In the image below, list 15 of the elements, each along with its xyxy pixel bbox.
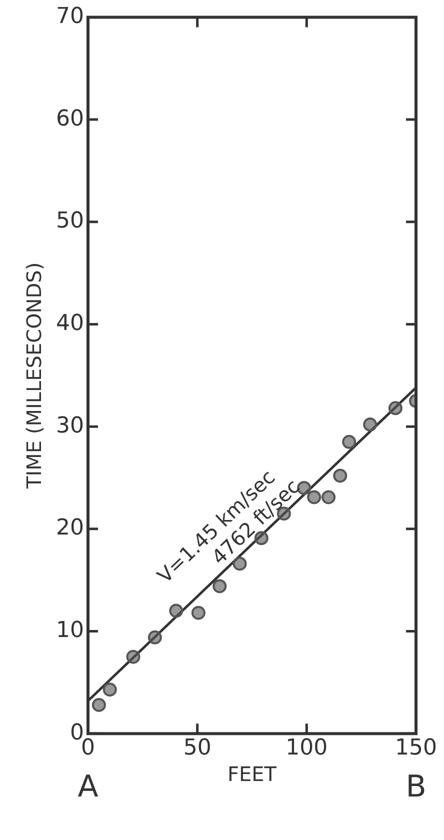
x-tick-label: 100 [286, 736, 328, 761]
y-tick-label: 30 [56, 413, 84, 438]
y-tick-label: 70 [56, 4, 84, 29]
text: B [406, 769, 426, 804]
x-axis-title: FEET [227, 762, 278, 786]
y-tick-label: 20 [56, 516, 84, 541]
y-axis-title: TIME (MILLESECONDS) [22, 262, 46, 490]
y-tick-label: 0 [70, 720, 84, 746]
x-tick-label: 150 [395, 736, 437, 761]
x-tick-label: 50 [183, 736, 212, 761]
y-tick-label: 40 [56, 310, 84, 336]
y-tick-label: 50 [56, 208, 84, 234]
y-tick-label: 60 [56, 106, 84, 132]
y-tick-label: 10 [56, 618, 84, 643]
text: A [78, 769, 99, 804]
